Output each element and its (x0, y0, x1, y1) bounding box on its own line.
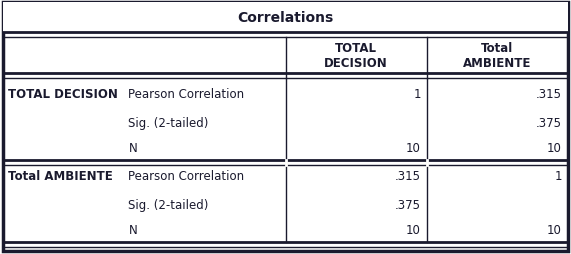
Text: Sig. (2-tailed): Sig. (2-tailed) (128, 117, 209, 130)
Text: .375: .375 (536, 117, 562, 130)
Text: 1: 1 (554, 170, 562, 183)
Text: Sig. (2-tailed): Sig. (2-tailed) (128, 198, 209, 211)
Text: 10: 10 (406, 141, 421, 154)
Text: 1: 1 (413, 88, 421, 101)
Text: Total
AMBIENTE: Total AMBIENTE (463, 42, 532, 70)
Text: TOTAL
DECISION: TOTAL DECISION (324, 42, 388, 70)
Text: 10: 10 (547, 141, 562, 154)
Text: N: N (128, 223, 137, 236)
Bar (3, 3, 568, 33)
Text: 10: 10 (406, 223, 421, 236)
Text: .375: .375 (395, 198, 421, 211)
Text: Pearson Correlation: Pearson Correlation (128, 170, 244, 183)
Text: .315: .315 (395, 170, 421, 183)
Text: TOTAL DECISION: TOTAL DECISION (8, 88, 118, 101)
Text: Correlations: Correlations (238, 11, 333, 25)
Text: 10: 10 (547, 223, 562, 236)
Text: Total AMBIENTE: Total AMBIENTE (8, 170, 112, 183)
Text: Pearson Correlation: Pearson Correlation (128, 88, 244, 101)
Text: N: N (128, 141, 137, 154)
Text: .315: .315 (536, 88, 562, 101)
